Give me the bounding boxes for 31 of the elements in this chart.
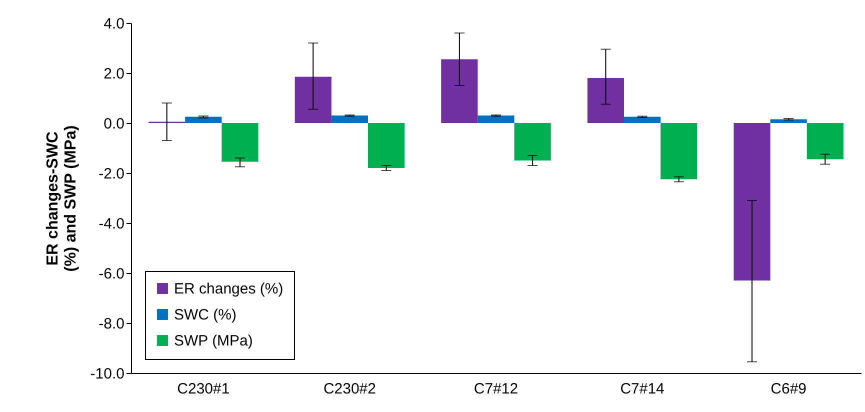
x-tick-label: C7#14 [620, 380, 664, 398]
y-tick-label: 4.0 [104, 16, 124, 32]
y-tick-label: -8.0 [98, 316, 124, 332]
bar [185, 116, 222, 123]
y-tick-label: -4.0 [98, 216, 124, 232]
bar [478, 116, 514, 123]
y-tick-label: -10.0 [90, 366, 124, 382]
bar [624, 116, 661, 123]
bar [660, 123, 698, 180]
x-tick-label: C7#12 [474, 380, 518, 398]
legend-label: SWP (MPa) [174, 332, 253, 350]
legend-label: SWC (%) [174, 306, 236, 324]
bar [514, 123, 551, 160]
y-tick-label: -2.0 [98, 166, 124, 182]
bar [222, 123, 258, 162]
y-axis-title: ER changes-SWC (%) and SWP (MPa) [44, 125, 80, 272]
bar [441, 59, 478, 123]
legend-label: ER changes (%) [174, 280, 284, 298]
bar [734, 123, 770, 280]
x-tick-label: C6#9 [770, 380, 807, 398]
bar [294, 76, 332, 123]
bar [587, 78, 624, 123]
bar [806, 123, 844, 160]
bar [770, 119, 807, 123]
x-tick-label: C230#1 [177, 380, 230, 398]
bar [331, 116, 368, 123]
y-tick-label: 0.0 [104, 116, 124, 132]
y-tick-label: 2.0 [104, 66, 124, 82]
bar [368, 123, 405, 168]
y-tick-label: -6.0 [98, 266, 124, 282]
x-tick-label: C230#2 [323, 380, 376, 398]
